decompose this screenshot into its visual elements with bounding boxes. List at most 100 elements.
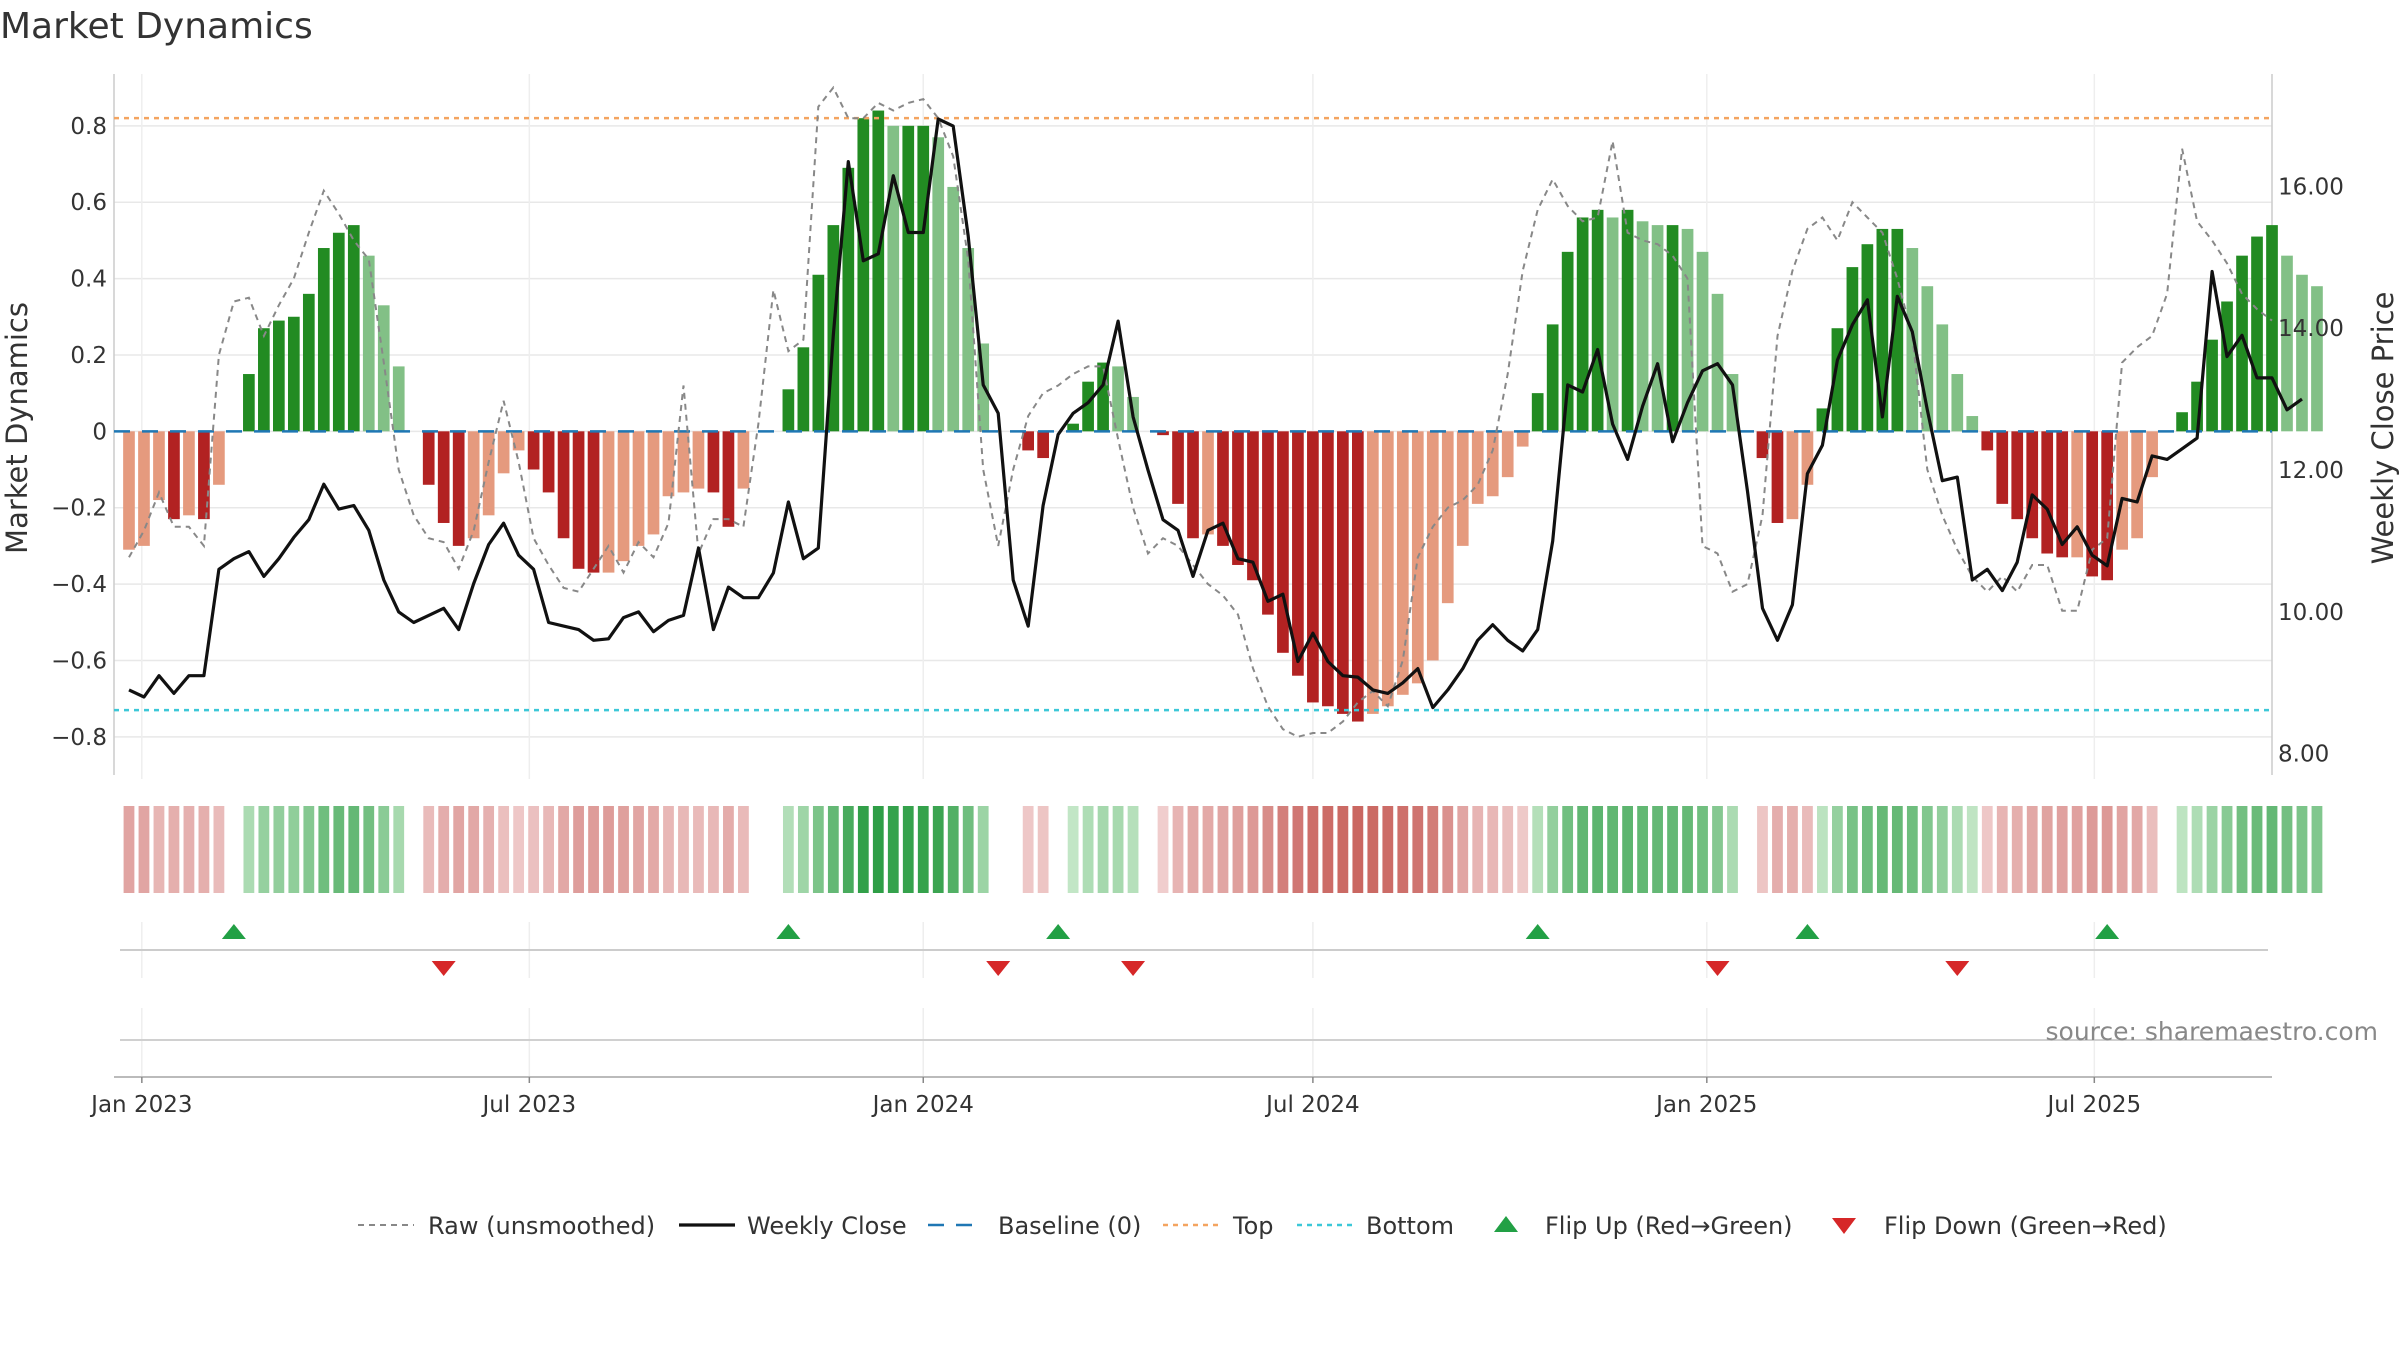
legend-label: Weekly Close — [747, 1212, 907, 1240]
weekly-close-line — [128, 117, 2303, 710]
strip-cell — [2071, 806, 2083, 893]
left-tick-label: −0.2 — [51, 496, 107, 522]
bar — [2206, 339, 2218, 432]
strip-cell — [1846, 806, 1858, 893]
bar — [932, 137, 945, 432]
bar — [1876, 228, 1889, 432]
strip-cell — [1277, 806, 1289, 893]
strip-cell — [1412, 806, 1424, 893]
bar — [1771, 431, 1784, 523]
bar — [1247, 431, 1259, 581]
strip-cell — [932, 806, 944, 893]
flip-up-marker — [1795, 924, 1820, 939]
strip-cell — [1067, 806, 1079, 893]
bar — [1861, 244, 1874, 432]
bar — [1352, 431, 1364, 722]
bar — [1486, 431, 1499, 497]
right-tick-label: 10.00 — [2278, 600, 2344, 626]
strip-cell — [1262, 806, 1274, 893]
bar — [947, 186, 960, 432]
bar — [452, 431, 465, 546]
flip-up-marker — [1046, 924, 1071, 939]
bottom-panel — [114, 1008, 2272, 1078]
strip-cell — [648, 806, 659, 893]
strip-cell — [1996, 806, 2008, 893]
left-tick-label: 0 — [92, 419, 107, 445]
strip-cell — [633, 806, 644, 893]
bar — [857, 118, 870, 432]
strip-cell — [258, 806, 270, 893]
flip-up-marker — [1525, 924, 1550, 939]
strip-cell — [2086, 806, 2098, 893]
left-tick-label: 0.4 — [70, 267, 107, 293]
flip-down-icon — [1832, 1218, 1856, 1234]
strip-cell — [273, 806, 285, 893]
bar — [572, 431, 585, 569]
flip-down-marker — [1121, 961, 1146, 976]
strip-cell — [153, 806, 165, 893]
strip-cell — [603, 806, 614, 893]
left-axis-ticks: −0.8 −0.6 −0.4 −0.2 0 0.2 0.4 0.6 0.8 — [51, 114, 107, 751]
bar — [1891, 228, 1904, 432]
strip-cell — [693, 806, 704, 893]
strip-cell — [1712, 806, 1723, 893]
strip-cell — [2116, 806, 2128, 893]
strip-cell — [393, 806, 405, 893]
bar — [1277, 431, 1289, 653]
bar — [602, 431, 615, 573]
strip-cell — [1247, 806, 1259, 893]
bar — [362, 255, 375, 432]
flip-up-marker — [221, 924, 246, 939]
legend-item-top: Top — [1163, 1212, 1274, 1240]
bar — [662, 431, 675, 497]
strip-cell — [1891, 806, 1903, 893]
strip-cell — [1397, 806, 1409, 893]
strip-cell — [887, 806, 899, 893]
flip-down-marker — [986, 961, 1011, 976]
flip-down-marker — [1705, 961, 1730, 976]
bar — [557, 431, 570, 539]
strip-cell — [1382, 806, 1394, 893]
bar — [302, 293, 315, 432]
bar — [1561, 251, 1574, 432]
strip-cell — [588, 806, 599, 893]
strip-cell — [2146, 806, 2158, 893]
strip-cell — [1307, 806, 1319, 893]
bar — [2281, 255, 2293, 432]
flip-up-icon — [1494, 1216, 1518, 1232]
bar — [1022, 431, 1034, 451]
strip-cell — [1547, 806, 1559, 893]
strip-cell — [1022, 806, 1034, 893]
strip-cell — [1337, 806, 1349, 893]
strip-cell — [453, 806, 465, 893]
strip-cell — [1682, 806, 1693, 893]
strip-cell — [782, 806, 794, 893]
bar — [1576, 217, 1589, 432]
strip-cell — [2131, 806, 2143, 893]
bar — [1966, 416, 1979, 432]
strip-cell — [678, 806, 689, 893]
strip-cell — [2236, 806, 2248, 893]
strip-cell — [483, 806, 495, 893]
strip-cell — [2296, 806, 2308, 893]
bar — [2311, 286, 2323, 432]
bar — [1726, 374, 1739, 432]
right-axis-ticks: 8.00 10.00 12.00 14.00 16.00 — [2278, 174, 2344, 767]
strip-cell — [812, 806, 824, 893]
bar — [1816, 408, 1829, 432]
left-tick-label: 0.2 — [70, 343, 107, 369]
legend-label: Raw (unsmoothed) — [428, 1212, 655, 1240]
strip-cell — [872, 806, 884, 893]
bar — [2086, 431, 2099, 577]
bar — [2071, 431, 2084, 558]
bar — [2146, 431, 2158, 478]
bar — [1441, 431, 1454, 604]
bar — [1262, 431, 1274, 615]
strip-cell — [2311, 806, 2323, 893]
left-tick-label: 0.6 — [70, 190, 107, 216]
strip-cell — [1637, 806, 1648, 893]
strip-cell — [1172, 806, 1184, 893]
bar — [377, 305, 390, 432]
